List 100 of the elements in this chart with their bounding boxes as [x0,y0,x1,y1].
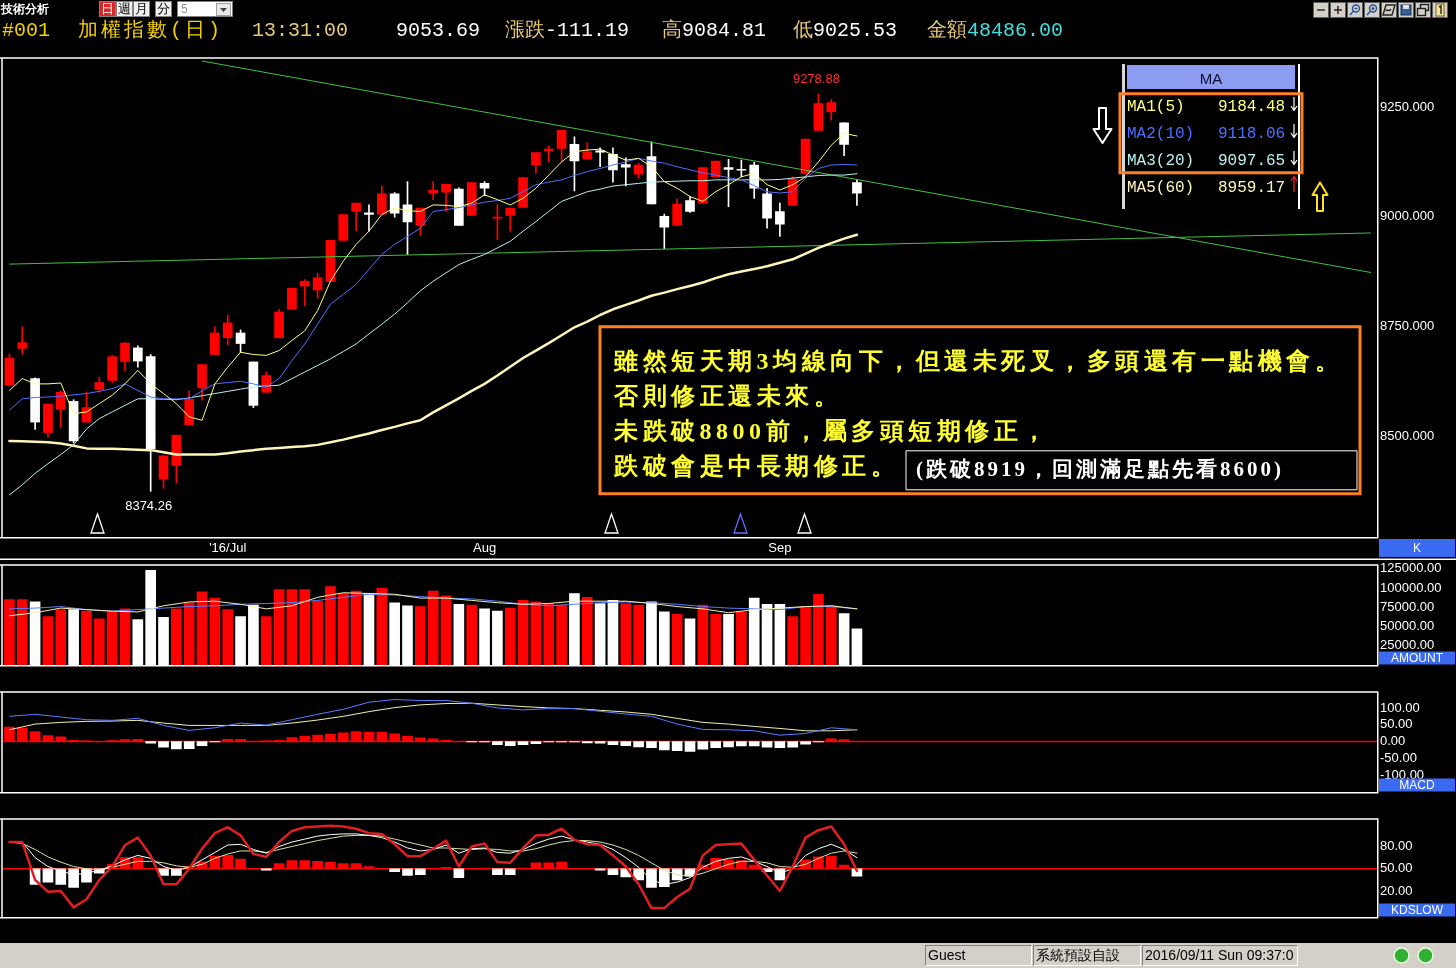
bar [594,868,606,871]
annotation: 雖然短天期3均線向下，但還未死叉，多頭還有一點機會。 [613,348,1343,374]
x-tick-label: '16/Jul [209,540,247,556]
x-tick-label: Aug [472,540,497,556]
bar [222,609,234,665]
bar [710,613,722,665]
candlestick [17,326,28,355]
text: MA5(60) [1127,179,1195,198]
bar [350,590,362,665]
candlestick [710,160,721,178]
annotation: 9184.48 [1218,98,1286,117]
bar [286,589,298,665]
bar [671,741,683,751]
annotation: 未跌破8800前，屬多頭短期修正， [613,418,1051,444]
bar [440,595,452,665]
bar [658,741,670,751]
y-tick-label: 20.00 [1380,882,1413,898]
y-tick-label: 8500.000 [1380,427,1435,443]
bar [530,741,542,744]
text: 漲跌-111.19 [505,19,630,42]
text: 日 [99,1,116,17]
bar [748,741,760,747]
y-tick-label: 9250.000 [1380,98,1435,114]
bar [581,741,593,744]
bar [158,741,169,748]
bar [273,589,285,665]
annotation: (跌破8919，回測滿足點先看8600) [916,457,1284,482]
text: 加權指數(日) [78,19,224,42]
text: 高9084.81 [662,19,767,42]
y-tick-label: 8750.000 [1380,317,1435,333]
y-tick-label: 25000.00 [1380,637,1435,653]
bar [145,741,156,744]
bar [389,868,400,873]
bar [504,868,516,876]
text: 分 [155,1,172,17]
annotation: 9278.88 [792,70,840,86]
bar [517,741,529,745]
text: 月 [133,1,150,17]
bar [415,868,426,876]
y-tick-label: -50.00 [1380,749,1417,765]
bar [633,741,644,748]
y-tick-label: 100.00 [1380,699,1420,715]
bar [376,587,388,665]
bar [736,741,747,747]
bar [492,741,503,745]
bar [787,741,799,748]
y-tick-label: 125000.00 [1380,560,1442,576]
candlestick [518,177,528,208]
bar [517,600,529,665]
bar [402,868,413,876]
bar [697,604,709,665]
bar [620,741,632,746]
y-tick-label: 9000.000 [1380,208,1435,224]
text: 5 [177,1,233,17]
bar [736,611,747,665]
bar [337,593,349,665]
bar [55,609,67,665]
bar [16,599,28,665]
bar [260,868,272,871]
bar [81,610,92,665]
bar [607,741,619,745]
text: MA2(10) [1127,125,1195,144]
bar [427,590,439,665]
text: MA1(5) [1127,98,1185,117]
bar [196,741,208,746]
bar [556,604,567,665]
bar [183,741,195,749]
x-tick-label: Sep [768,540,792,556]
bar [646,741,657,748]
y-tick-label: 80.00 [1380,838,1413,854]
bar [504,741,516,746]
bar [453,868,465,879]
bar [299,589,311,665]
bar [183,602,195,665]
bar [466,604,478,665]
text: AMOUNT [1391,650,1444,665]
y-tick-label: 50000.00 [1380,618,1435,634]
candlestick [582,142,593,160]
candlestick [287,287,297,310]
bar [774,741,786,748]
bar [415,606,426,665]
bar [4,599,15,665]
text: K [1412,540,1422,555]
bar [42,616,54,665]
bar [543,603,555,665]
text: 9053.69 [396,19,481,42]
candlestick [364,204,374,232]
bar [633,604,644,665]
text: 低9025.53 [793,19,898,42]
bar [800,741,811,745]
bar [106,611,118,665]
bar [800,606,811,665]
annotation: 跌破會是中長期修正。 [613,453,899,479]
bar [787,616,799,665]
bar [761,741,773,748]
bar [607,868,619,876]
annotation: 8374.26 [125,497,173,513]
text: MA3(20) [1127,152,1195,171]
bar [504,607,516,665]
bar [697,741,709,750]
